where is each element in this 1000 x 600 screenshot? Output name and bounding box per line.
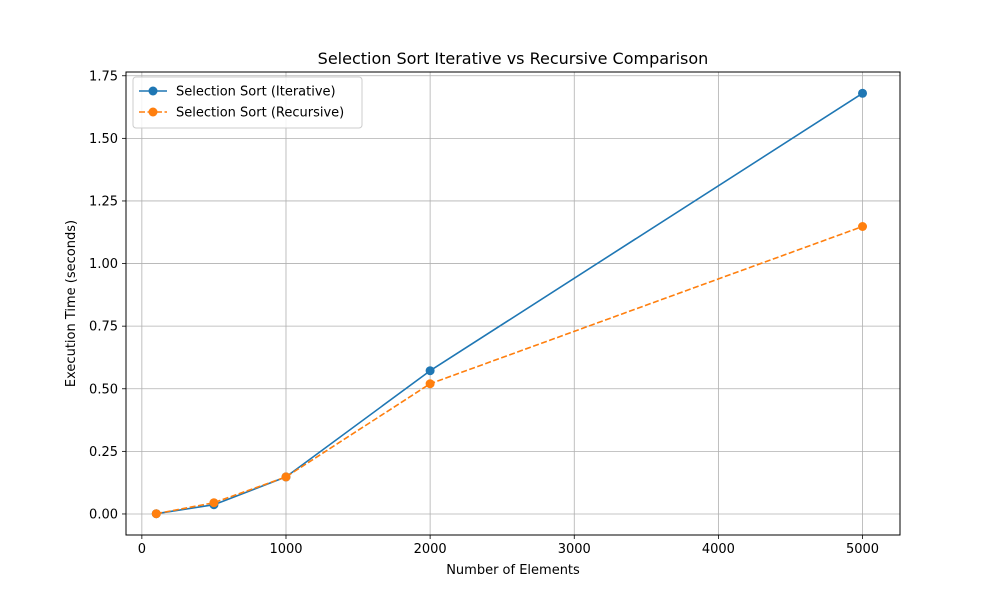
grid bbox=[126, 72, 900, 535]
data-point bbox=[151, 509, 161, 519]
y-axis-title: Execution Time (seconds) bbox=[64, 220, 79, 387]
legend: Selection Sort (Iterative) Selection Sort… bbox=[132, 76, 363, 129]
chart-title: Selection Sort Iterative vs Recursive Co… bbox=[318, 49, 709, 68]
plot-area-frame bbox=[125, 71, 901, 536]
legend-item: Selection Sort (Iterative) bbox=[139, 85, 336, 100]
y-tick-label: 0.00 bbox=[89, 507, 118, 522]
data-point bbox=[858, 222, 868, 232]
legend-swatch-marker bbox=[148, 107, 158, 117]
legend-box bbox=[132, 76, 363, 129]
x-tick-label: 2000 bbox=[414, 542, 447, 557]
series-1 bbox=[151, 222, 868, 519]
series-line bbox=[156, 225, 863, 515]
legend-swatch-marker bbox=[148, 86, 158, 96]
data-point bbox=[425, 379, 435, 389]
y-tick-label: 1.25 bbox=[89, 194, 118, 209]
y-tick-label: 1.75 bbox=[89, 69, 118, 84]
data-point bbox=[425, 366, 435, 376]
y-tick-label: 1.00 bbox=[89, 257, 118, 272]
y-tick-label: 0.75 bbox=[89, 320, 118, 335]
x-tick-label: 3000 bbox=[558, 542, 591, 557]
ticks: 0 1000 2000 3000 4000 5000 0.00 0.25 0.50 0.75 1.0… bbox=[89, 69, 879, 557]
legend-label: Selection Sort (Iterative) bbox=[176, 85, 336, 100]
legend-item: Selection Sort (Recursive) bbox=[139, 106, 344, 121]
data-point bbox=[209, 498, 219, 508]
y-tick-label: 1.50 bbox=[89, 132, 118, 147]
data-point bbox=[858, 88, 868, 98]
data-point bbox=[281, 472, 291, 482]
x-tick-label: 1000 bbox=[269, 542, 302, 557]
x-tick-label: 4000 bbox=[702, 542, 735, 557]
x-axis-title: Number of Elements bbox=[446, 563, 580, 578]
y-tick-label: 0.50 bbox=[89, 382, 118, 397]
y-tick-label: 0.25 bbox=[89, 445, 118, 460]
x-tick-label: 5000 bbox=[846, 542, 879, 557]
legend-label: Selection Sort (Recursive) bbox=[176, 106, 344, 121]
series-layer bbox=[151, 88, 868, 519]
x-tick-label: 0 bbox=[138, 542, 146, 557]
